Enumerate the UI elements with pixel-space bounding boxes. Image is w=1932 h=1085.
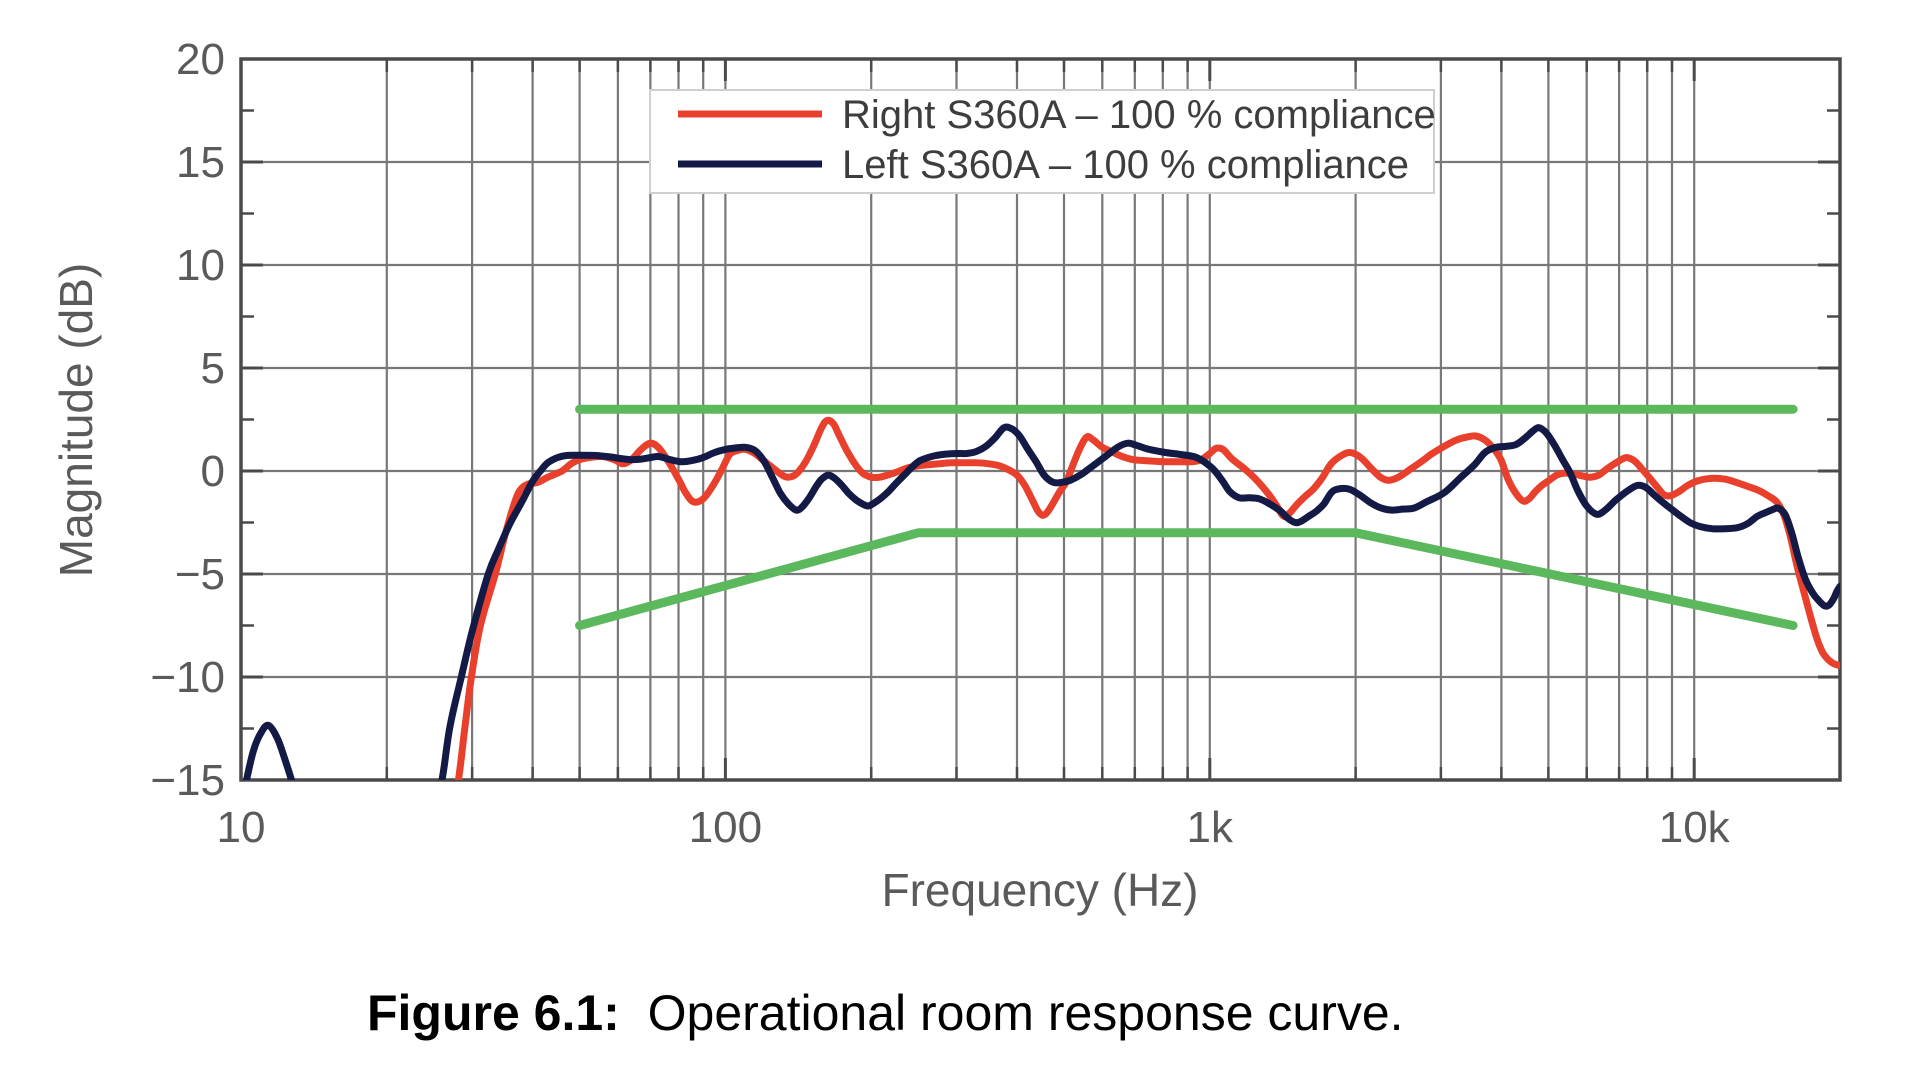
- legend: Right S360A – 100 % compliance Left S360…: [649, 89, 1436, 194]
- axis-tick-labels: 10 100 1k 10k 20 15 10 5 0 −5 −10 −15: [150, 35, 1730, 852]
- compliance-limit-lower: [575, 528, 1798, 630]
- x-tick-label: 10k: [1659, 803, 1731, 852]
- figure-caption-label: Figure 6.1:: [367, 985, 620, 1041]
- y-tick-label: −15: [150, 756, 225, 805]
- series-curves: [242, 404, 1840, 780]
- legend-label-right-speaker: Right S360A – 100 % compliance: [842, 93, 1436, 137]
- y-tick-label: 15: [176, 138, 225, 187]
- x-tick-label: 100: [689, 803, 762, 852]
- y-tick-label: 5: [201, 344, 225, 393]
- x-axis-label: Frequency (Hz): [882, 864, 1199, 916]
- figure-caption-body: Operational room response curve.: [634, 985, 1404, 1041]
- y-tick-label: −5: [175, 550, 225, 599]
- series-curve-right: [454, 416, 1840, 780]
- plot-border: [239, 57, 1842, 782]
- legend-label-left-speaker: Left S360A – 100 % compliance: [842, 143, 1409, 187]
- y-tick-label: 0: [201, 447, 225, 496]
- y-axis-label: Magnitude (dB): [50, 263, 102, 578]
- figure-caption: Figure 6.1: Operational room response cu…: [367, 985, 1404, 1041]
- y-tick-label: −10: [150, 653, 225, 702]
- legend-box: [649, 89, 1435, 194]
- y-tick-label: 20: [176, 35, 225, 84]
- series-curve-left: [242, 423, 1840, 780]
- y-tick-label: 10: [176, 241, 225, 290]
- x-tick-label: 1k: [1187, 803, 1234, 852]
- x-tick-label: 10: [217, 803, 266, 852]
